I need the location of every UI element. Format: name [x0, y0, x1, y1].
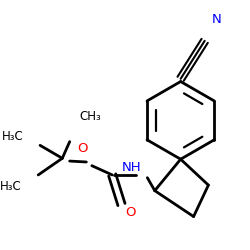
Text: O: O [77, 142, 88, 154]
Text: NH: NH [122, 161, 142, 174]
Text: N: N [212, 13, 222, 26]
Text: H₃C: H₃C [0, 180, 22, 192]
Text: H₃C: H₃C [2, 130, 24, 142]
Text: CH₃: CH₃ [79, 110, 101, 123]
Text: O: O [126, 206, 136, 220]
